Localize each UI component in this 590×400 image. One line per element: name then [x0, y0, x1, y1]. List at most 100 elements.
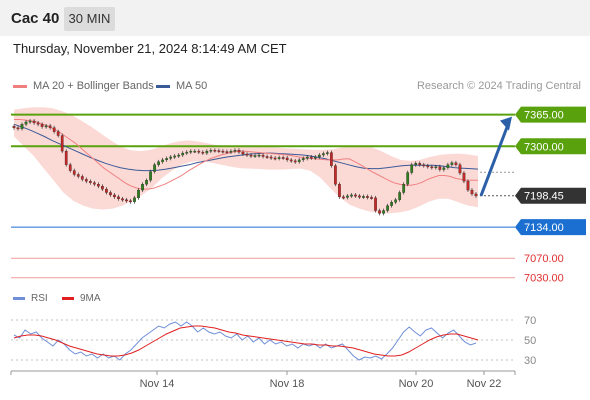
candle-body: [414, 163, 418, 165]
candle-body: [474, 193, 478, 197]
candle-body: [301, 158, 305, 161]
candle-body: [281, 157, 285, 159]
level-label-7300.00: 7300.00: [524, 141, 564, 153]
candle-body: [277, 157, 281, 159]
candle-body: [56, 131, 60, 136]
candle-body: [16, 127, 20, 130]
candle-body: [450, 162, 454, 165]
candle-body: [273, 157, 277, 160]
candle-body: [253, 155, 257, 157]
candle-body: [209, 149, 213, 152]
candle-body: [326, 152, 329, 154]
candle-body: [169, 156, 173, 159]
candle-body: [117, 196, 120, 199]
candle-body: [20, 124, 24, 129]
candle-body: [321, 153, 325, 156]
candle-body: [334, 165, 337, 185]
candle-body: [165, 158, 169, 161]
candle-body: [426, 165, 430, 168]
level-label-7365.00: 7365.00: [524, 110, 564, 122]
candle-body: [374, 197, 377, 211]
level-tag-7198.45: [515, 187, 586, 204]
level-label-7030.00: 7030.00: [524, 273, 564, 285]
candle-body: [64, 150, 68, 165]
candle-body: [137, 189, 140, 199]
candle-body: [181, 152, 185, 156]
candle-body: [225, 151, 229, 153]
candle-body: [213, 149, 217, 152]
candle-body: [193, 150, 197, 153]
ma50-swatch: [156, 84, 170, 88]
candle-body: [354, 194, 357, 197]
rsi-ma-label: 9MA: [80, 293, 101, 304]
candle-body: [129, 200, 132, 203]
candle-body: [406, 172, 410, 185]
level-tag-7300.00: [515, 138, 586, 155]
timeframe-button[interactable]: 30 MIN: [64, 7, 115, 31]
candle-body: [173, 155, 177, 158]
candle-body: [229, 150, 233, 153]
candle-body: [121, 198, 124, 201]
candle-body: [245, 153, 249, 156]
candle-body: [350, 194, 353, 197]
candle-body: [52, 127, 56, 132]
candle-body: [470, 189, 474, 195]
candle-body: [313, 156, 317, 159]
candle-body: [185, 151, 189, 154]
candle-body: [346, 195, 349, 198]
candle-body: [293, 160, 297, 163]
level-tag-7134.00: [515, 219, 586, 236]
rsi-ma-swatch: [62, 296, 74, 300]
ma20-line: [14, 119, 478, 190]
candle-body: [141, 184, 144, 191]
candle-body: [422, 164, 426, 167]
bollinger-band-area: [14, 107, 478, 214]
candle-body: [297, 159, 301, 162]
candle-body: [133, 197, 136, 202]
candle-body: [72, 170, 76, 175]
forecast-arrow-shaft: [479, 124, 510, 197]
candle-body: [161, 159, 164, 162]
candle-body: [430, 166, 434, 169]
candle-body: [446, 164, 450, 168]
chart-datetime: Thursday, November 21, 2024 8:14:49 AM C…: [13, 41, 287, 56]
candle-body: [217, 150, 221, 152]
candle-body: [378, 210, 381, 214]
rsi-tick-70: 70: [524, 315, 536, 327]
candle-body: [317, 154, 321, 158]
candle-body: [402, 184, 406, 193]
candle-body: [410, 164, 414, 173]
candle-body: [398, 192, 402, 200]
candle-body: [145, 180, 148, 185]
candle-body: [105, 188, 108, 193]
level-label-7134.00: 7134.00: [524, 222, 564, 234]
x-tick-label-Nov-20: Nov 20: [399, 378, 434, 390]
level-tag-7365.00: [515, 106, 586, 123]
rsi-swatch: [13, 296, 25, 300]
candle-body: [358, 195, 361, 198]
candle-body: [462, 172, 466, 182]
candle-body: [458, 164, 462, 174]
candle-body: [269, 156, 273, 159]
candle-body: [12, 126, 16, 128]
candle-body: [205, 150, 209, 154]
candle-body: [233, 149, 237, 152]
candle-body: [92, 182, 96, 185]
level-label-7198.45: 7198.45: [524, 191, 564, 203]
candle-body: [153, 164, 156, 172]
candle-body: [362, 196, 365, 198]
candle-body: [261, 154, 265, 157]
rsi-tick-50: 50: [524, 335, 536, 347]
candle-body: [454, 162, 458, 165]
ma20-swatch: [13, 84, 27, 88]
candle-body: [442, 167, 446, 170]
candle-body: [149, 171, 152, 181]
candle-body: [60, 135, 64, 152]
candle-body: [466, 181, 470, 191]
candle-body: [342, 196, 345, 199]
candle-body: [24, 121, 28, 125]
candle-body: [338, 184, 341, 198]
candle-body: [394, 199, 398, 203]
candle-body: [80, 176, 84, 180]
